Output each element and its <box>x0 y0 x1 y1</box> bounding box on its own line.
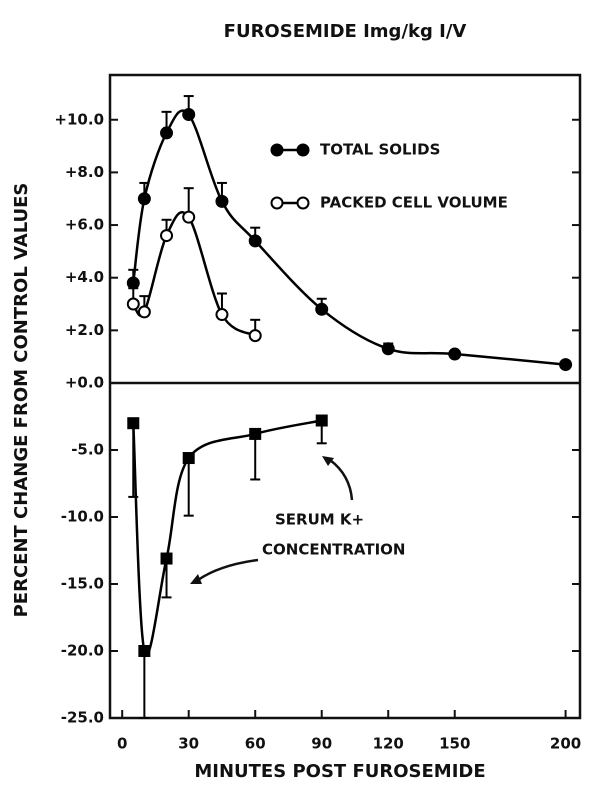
marker <box>248 329 262 343</box>
arrow-head <box>190 574 202 584</box>
marker <box>381 342 395 356</box>
series-line <box>132 109 566 366</box>
plot-frame <box>108 73 582 720</box>
y-tick-label: +4.0 <box>65 268 104 286</box>
y-tick-label: -5.0 <box>71 441 104 459</box>
marker <box>138 645 151 657</box>
marker <box>160 126 174 140</box>
marker <box>137 305 151 319</box>
legend-label: TOTAL SOLIDS <box>320 141 440 159</box>
annotation: SERUM K+ <box>275 511 364 529</box>
marker <box>182 452 195 465</box>
legend-marker <box>296 143 310 157</box>
marker <box>248 234 262 248</box>
y-tick-label: +6.0 <box>65 216 104 234</box>
x-tick-label: 120 <box>373 735 404 753</box>
legend-marker <box>296 196 310 210</box>
marker <box>559 358 573 372</box>
x-tick-label: 200 <box>550 735 581 753</box>
legend-label: PACKED CELL VOLUME <box>320 194 508 212</box>
y-tick-label: +10.0 <box>54 110 104 128</box>
annotation-arrow <box>197 558 259 582</box>
x-axis-label: MINUTES POST FUROSEMIDE <box>194 761 485 782</box>
marker <box>448 347 462 361</box>
chart-title: FUROSEMIDE Img/kg I/V <box>224 21 467 42</box>
legend-marker <box>270 196 284 210</box>
y-tick-label: -25.0 <box>61 709 104 727</box>
annotation: CONCENTRATION <box>262 541 405 559</box>
y-tick-label: -15.0 <box>61 575 104 593</box>
x-tick-label: 60 <box>245 735 266 753</box>
y-tick-label: -10.0 <box>61 508 104 526</box>
legend-marker <box>270 143 284 157</box>
y-tick-label: -20.0 <box>61 642 104 660</box>
y-tick-label: +8.0 <box>65 163 104 181</box>
marker <box>182 210 196 224</box>
x-tick-label: 90 <box>311 735 332 753</box>
marker <box>126 276 140 290</box>
marker <box>215 308 229 322</box>
marker <box>215 194 229 208</box>
marker <box>160 229 174 243</box>
marker <box>315 302 329 316</box>
marker <box>182 107 196 121</box>
x-tick-label: 0 <box>117 735 127 753</box>
y-tick-label: +0.0 <box>65 374 104 392</box>
series-line <box>132 211 256 337</box>
marker <box>137 192 151 206</box>
marker <box>127 417 140 430</box>
x-tick-label: 150 <box>439 735 470 753</box>
annotation-arrow <box>329 459 354 501</box>
marker <box>126 297 140 311</box>
marker <box>160 552 173 565</box>
y-tick-label: +2.0 <box>65 321 104 339</box>
marker <box>315 414 328 427</box>
arrow-head <box>322 456 334 466</box>
x-tick-label: 30 <box>178 735 199 753</box>
y-axis-label: PERCENT CHANGE FROM CONTROL VALUES <box>11 183 32 618</box>
series-line <box>132 419 322 656</box>
marker <box>249 427 262 440</box>
